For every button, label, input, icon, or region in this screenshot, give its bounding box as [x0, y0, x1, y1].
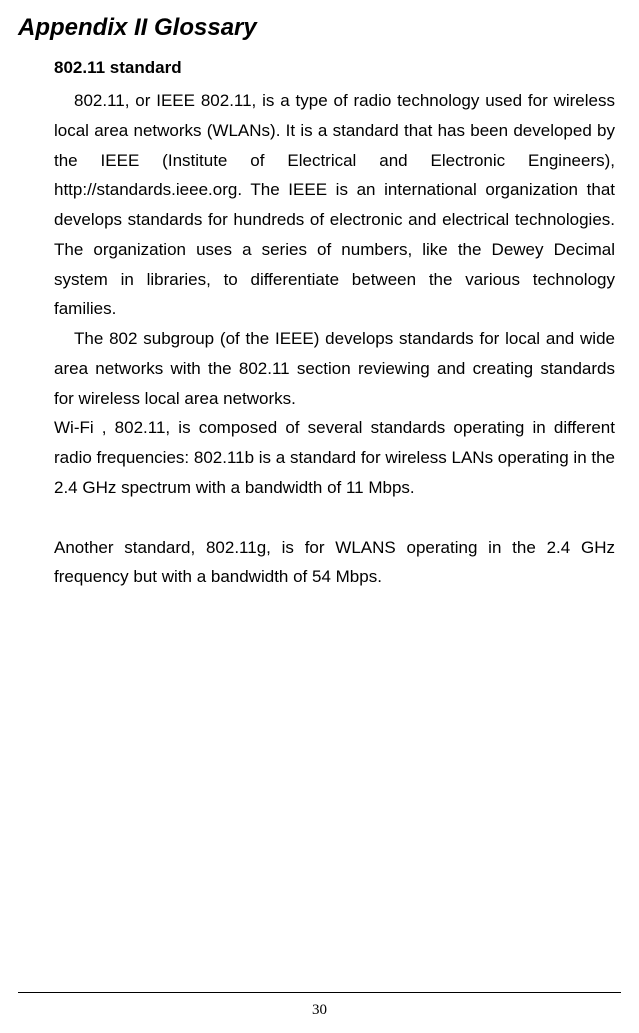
glossary-term: 802.11 standard — [54, 58, 615, 78]
content-area: 802.11 standard 802.11, or IEEE 802.11, … — [18, 58, 621, 592]
page-number: 30 — [0, 1002, 639, 1019]
document-page: Appendix II Glossary 802.11 standard 802… — [0, 0, 639, 592]
paragraph-3: Wi-Fi , 802.11, is composed of several s… — [54, 413, 615, 502]
paragraph-1: 802.11, or IEEE 802.11, is a type of rad… — [54, 86, 615, 324]
paragraph-2: The 802 subgroup (of the IEEE) develops … — [54, 324, 615, 413]
footer-divider — [18, 992, 621, 993]
paragraph-4: Another standard, 802.11g, is for WLANS … — [54, 533, 615, 593]
page-title: Appendix II Glossary — [18, 14, 621, 42]
